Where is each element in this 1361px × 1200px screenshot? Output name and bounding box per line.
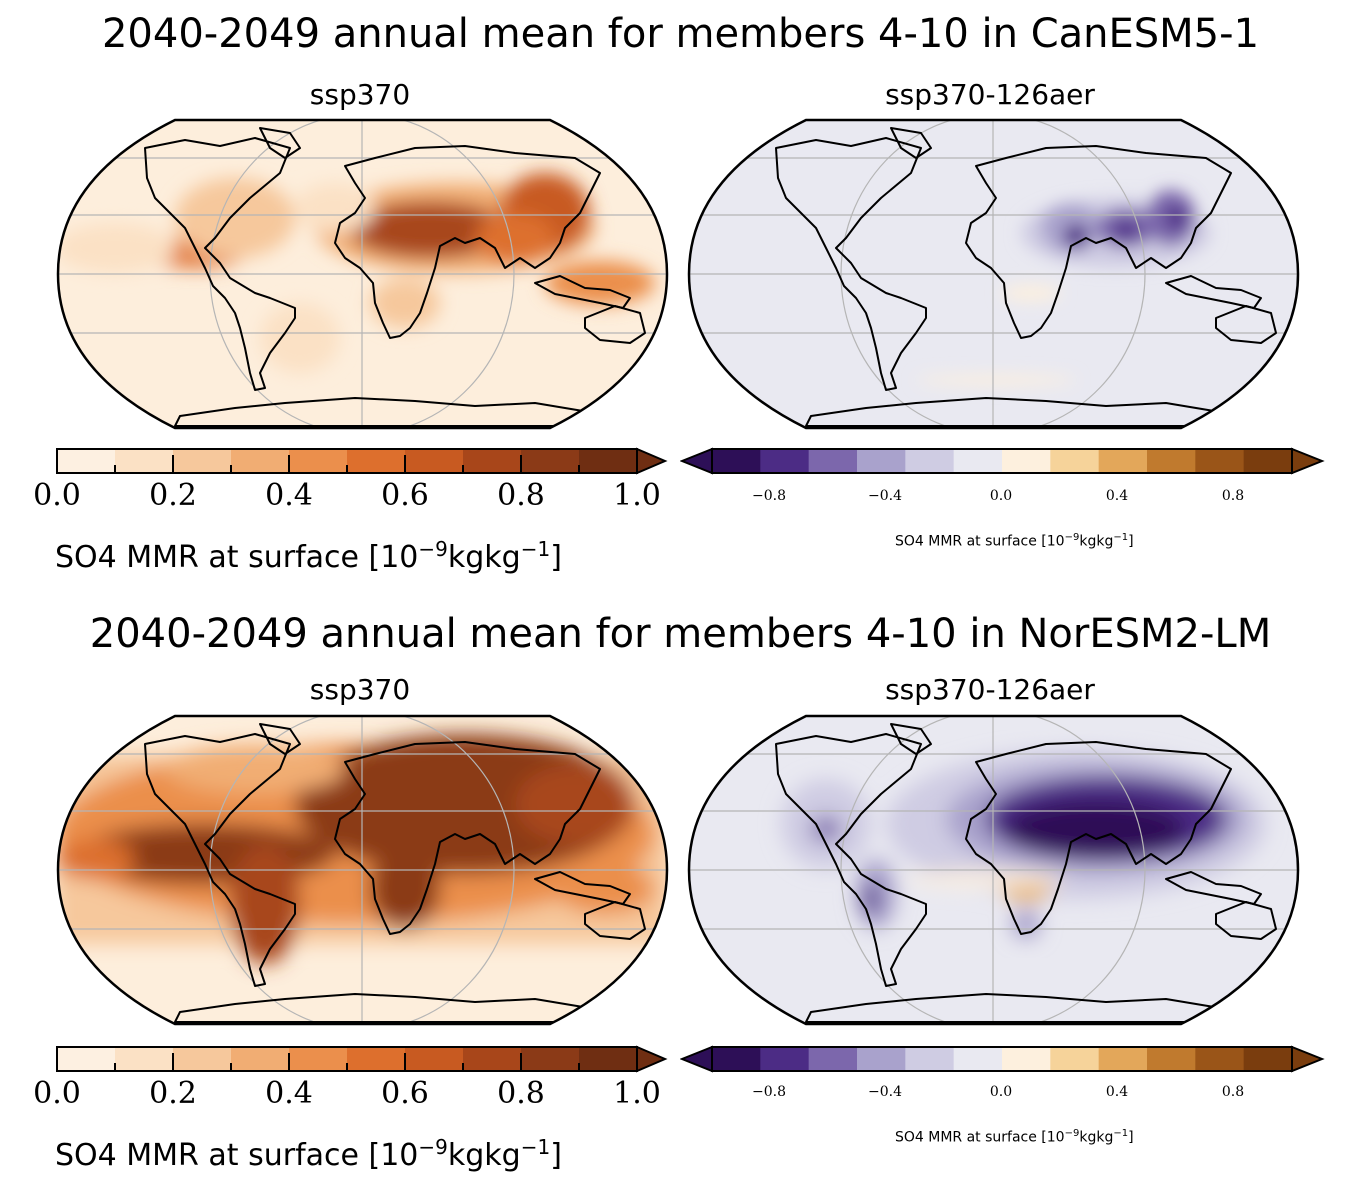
colorbar-label-sequential-noresm: SO4 MMR at surface [10−9kgkg−1] [55,1135,562,1173]
colorbar-segment [808,1047,858,1071]
tick-label: 0.2 [149,1076,197,1111]
colorbar-segment [1050,1047,1100,1071]
colorbar-diverging-noresm [680,1045,1325,1073]
colorbar-segment [579,449,638,473]
colorbar-segment [905,449,955,473]
map-ssp370-canesm [56,118,669,430]
colorbar-segment [1243,449,1293,473]
colorbar-segment [173,449,232,473]
tick-label: 0.0 [33,478,81,513]
map-ssp370-126aer-canesm [687,118,1300,430]
tick-label: −0.8 [752,1084,786,1100]
colorbar-segment [712,449,761,473]
colorbar-sequential-noresm [56,1045,668,1073]
colorbar-label-diverging-canesm: SO4 MMR at surface [10−9kgkg−1] [895,532,1134,550]
colorbar-segment [1243,1047,1293,1071]
figure-title-noresm: 2040-2049 annual mean for members 4-10 i… [89,611,1272,657]
colorbar-segment [57,449,116,473]
colorbar-segment [712,1047,761,1071]
colorbar-segment [1195,1047,1245,1071]
colorbar-segment [1098,449,1148,473]
tick-label: 0.0 [33,1076,81,1111]
colorbar-segment [905,1047,955,1071]
tick-label: 1.0 [613,1076,661,1111]
colorbar-segment [953,1047,1003,1071]
tick-label: 0.4 [1105,1084,1129,1100]
colorbar-frame [711,1046,1293,1072]
tick-label: 0.4 [265,478,313,513]
tick-label: 0.4 [265,1076,313,1111]
colorbar-sequential-canesm [56,447,668,475]
tick-label: −0.8 [752,488,786,504]
map-ssp370-126aer-noresm [687,714,1300,1026]
colorbar-segment [115,449,174,473]
colorbar-segment [289,449,348,473]
colorbar-segment [173,1047,232,1071]
colorbar-segment [1098,1047,1148,1071]
colorbar-extend-arrow [680,447,713,475]
colorbar-segment [760,449,810,473]
colorbar-extend-arrow [636,447,668,475]
tick-label: −0.4 [868,488,902,504]
colorbar-segment [1002,449,1051,473]
colorbar-segment [1147,1047,1196,1071]
colorbar-segment [463,1047,522,1071]
colorbar-segment [347,449,406,473]
colorbar-extend-arrow [636,1045,668,1073]
colorbar-segment [857,1047,906,1071]
colorbar-segment [1002,1047,1051,1071]
colorbar-segment [289,1047,348,1071]
tick-label: 0.4 [1105,488,1129,504]
colorbar-segment [953,449,1003,473]
colorbar-extend-arrow [1291,1045,1325,1073]
colorbar-segment [857,449,906,473]
tick-label: 0.8 [497,1076,545,1111]
panel-title-ssp370-noresm: ssp370 [309,673,411,706]
tick-label: 0.6 [381,1076,429,1111]
colorbar-label-diverging-noresm: SO4 MMR at surface [10−9kgkg−1] [895,1128,1134,1146]
colorbar-segment [463,449,522,473]
map-ssp370-noresm [56,714,669,1026]
tick-label: 0.6 [381,478,429,513]
figure-title-canesm: 2040-2049 annual mean for members 4-10 i… [101,11,1260,57]
colorbar-segment [231,449,290,473]
colorbar-segment [1195,449,1245,473]
panel-title-ssp370-126aer-noresm: ssp370-126aer [885,673,1095,706]
colorbar-segment [231,1047,290,1071]
tick-label: 0.8 [497,478,545,513]
colorbar-segment [115,1047,174,1071]
colorbar-label-sequential-canesm: SO4 MMR at surface [10−9kgkg−1] [55,537,562,575]
colorbar-frame [711,448,1293,474]
panel-title-ssp370-canesm: ssp370 [309,78,411,111]
colorbar-diverging-canesm [680,447,1325,475]
colorbar-segment [347,1047,406,1071]
colorbar-segment [57,1047,116,1071]
colorbar-segment [521,449,580,473]
panel-title-ssp370-126aer-canesm: ssp370-126aer [885,78,1095,111]
tick-label: 0.0 [989,1084,1013,1100]
tick-label: 0.8 [1221,1084,1245,1100]
colorbar-segment [405,449,464,473]
tick-label: 1.0 [613,478,661,513]
colorbar-segment [760,1047,810,1071]
colorbar-segment [579,1047,638,1071]
colorbar-extend-arrow [680,1045,713,1073]
tick-label: 0.2 [149,478,197,513]
colorbar-segment [405,1047,464,1071]
tick-label: 0.8 [1221,488,1245,504]
tick-label: −0.4 [868,1084,902,1100]
colorbar-segment [808,449,858,473]
colorbar-segment [521,1047,580,1071]
colorbar-segment [1050,449,1100,473]
tick-label: 0.0 [989,488,1013,504]
colorbar-extend-arrow [1291,447,1325,475]
colorbar-segment [1147,449,1196,473]
